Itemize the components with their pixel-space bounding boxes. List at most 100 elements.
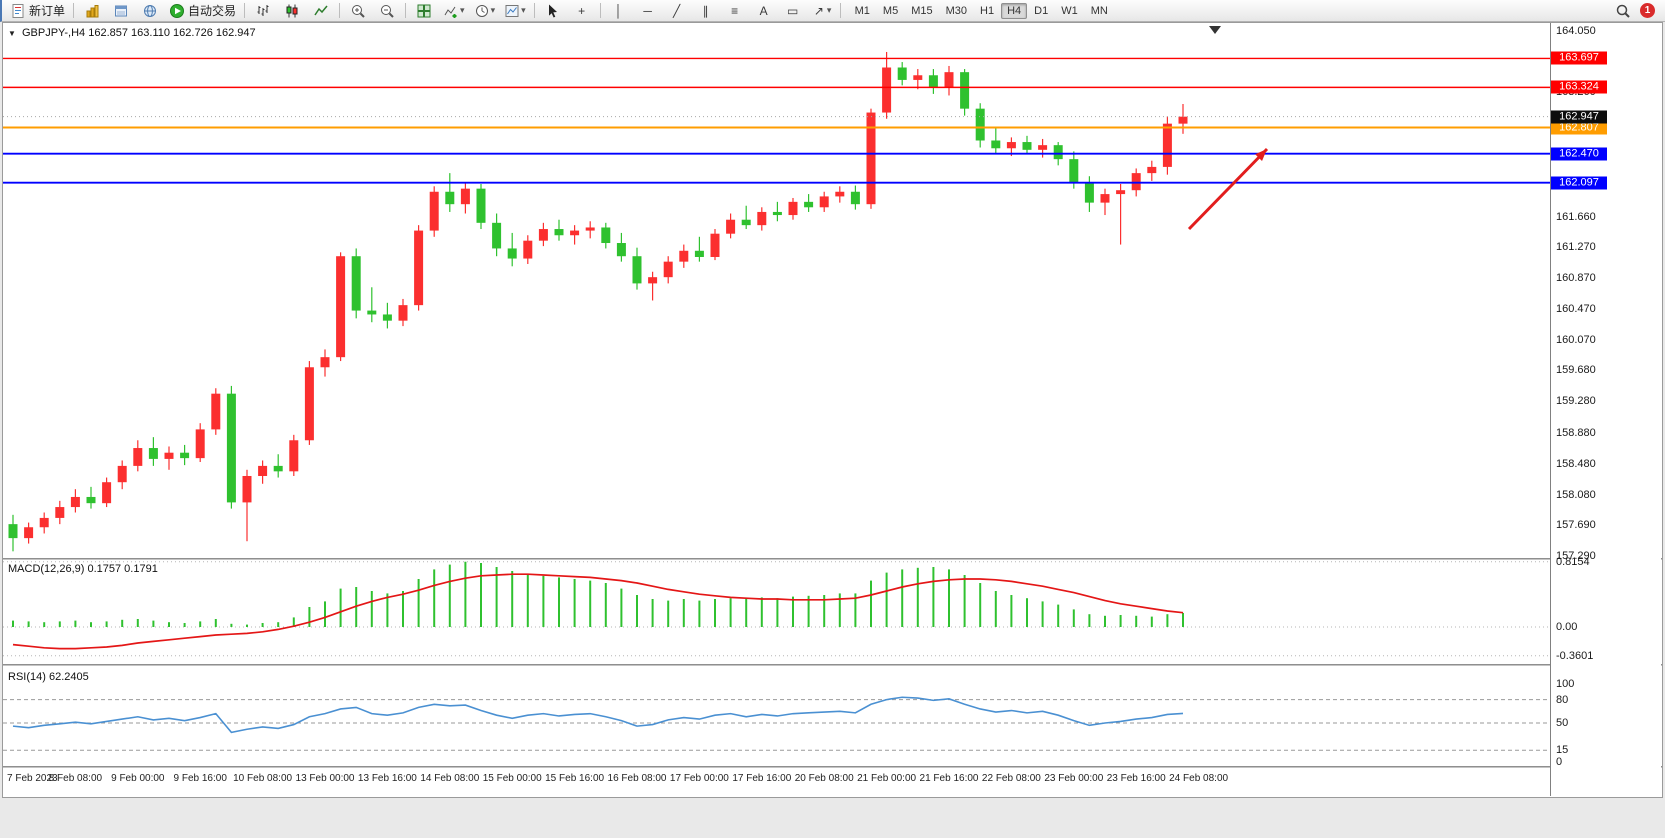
new-order-button[interactable]: 新订单 <box>6 1 69 21</box>
candle-body <box>382 314 392 321</box>
candle-body <box>304 367 314 441</box>
templates-button[interactable]: ▾ <box>500 1 530 21</box>
candle-body <box>273 465 283 472</box>
timeframe-M1[interactable]: M1 <box>854 4 870 17</box>
timeframe-M5[interactable]: M5 <box>882 4 899 17</box>
rsi-indicator-panel[interactable] <box>3 668 1550 764</box>
cursor-button[interactable] <box>539 1 567 21</box>
chart-bars-button[interactable] <box>249 1 277 21</box>
timeframe-D1[interactable]: D1 <box>1034 4 1049 17</box>
timeframe-H1[interactable]: H1 <box>980 4 995 17</box>
time-axis-label: 22 Feb 08:00 <box>981 773 1041 784</box>
bar-chart-icon <box>257 4 269 16</box>
channel-tool-button[interactable]: ∥ <box>692 1 720 21</box>
candle-body <box>741 219 751 226</box>
candle-body <box>1006 142 1016 149</box>
rsi-label: RSI(14) 62.2405 <box>8 671 89 683</box>
candle-body <box>102 482 112 504</box>
market-watch-button[interactable] <box>78 1 106 21</box>
trendline-tool-button[interactable]: ╱ <box>663 1 691 21</box>
candle-body <box>772 211 782 216</box>
fibonacci-icon: ≡ <box>731 3 739 18</box>
candle-body <box>538 229 548 241</box>
candle-body <box>351 256 361 311</box>
navigator-button[interactable] <box>136 1 164 21</box>
candle-body <box>632 256 642 284</box>
candle-body <box>1084 182 1094 203</box>
price-axis-label: 159.680 <box>1556 364 1596 377</box>
panel-separator[interactable] <box>3 664 1662 666</box>
panel-separator[interactable] <box>3 558 1662 560</box>
data-window-button[interactable] <box>107 1 135 21</box>
channel-icon: ∥ <box>702 3 709 18</box>
dropdown-icon: ▾ <box>826 5 832 15</box>
auto-trading-button[interactable]: 自动交易 <box>165 1 240 21</box>
line-chart-icon <box>314 5 328 15</box>
scroll-to-end-marker[interactable] <box>1209 26 1221 34</box>
time-axis-label: 23 Feb 00:00 <box>1044 773 1104 784</box>
chart-ohlc-values: 162.857 163.110 162.726 162.947 <box>88 27 256 39</box>
price-axis[interactable]: 164.050163.660163.260162.860162.470162.0… <box>1550 23 1661 796</box>
price-axis-label: 158.880 <box>1556 426 1596 439</box>
price-axis-label: 160.070 <box>1556 334 1596 347</box>
macd-axis-label: 0.00 <box>1556 621 1578 633</box>
notification-badge[interactable]: 1 <box>1640 3 1655 18</box>
timeframe-MN[interactable]: MN <box>1090 4 1108 17</box>
macd-axis-label: -0.3601 <box>1556 649 1594 662</box>
candle-body <box>523 240 533 259</box>
search-button[interactable] <box>1609 1 1637 21</box>
trend-arrow-annotation[interactable] <box>1187 147 1269 231</box>
candle-body <box>195 429 205 459</box>
price-axis-label: 164.050 <box>1556 25 1596 37</box>
candle-body <box>554 229 564 236</box>
candle-body <box>882 67 892 113</box>
time-axis-label: 17 Feb 00:00 <box>669 773 729 784</box>
timeframe-M15[interactable]: M15 <box>911 4 933 17</box>
candle-body <box>39 517 49 528</box>
chart-candles-button[interactable] <box>278 1 306 21</box>
text-tool-button[interactable]: A <box>750 1 778 21</box>
time-axis-label: 21 Feb 16:00 <box>919 773 979 784</box>
vertical-line-tool-button[interactable]: │ <box>605 1 633 21</box>
candle-body <box>1069 159 1079 183</box>
candle-body <box>1178 116 1188 124</box>
time-axis[interactable]: 7 Feb 2023 8 Feb 08:00 9 Feb 00:00 9 Feb 16… <box>3 768 1550 794</box>
candle-body <box>429 191 439 231</box>
arrows-tool-button[interactable]: ↗ ▾ <box>808 1 836 21</box>
candle-body <box>648 277 658 284</box>
chart-symbol-period: GBPJPY-,H4 <box>21 27 86 39</box>
dropdown-icon: ▾ <box>521 5 526 15</box>
macd-signal-line <box>12 573 1184 650</box>
candle-body <box>148 448 158 459</box>
candle-body <box>445 191 455 205</box>
main-price-chart[interactable] <box>3 23 1550 556</box>
separator <box>599 3 601 18</box>
candle-body <box>180 452 190 459</box>
timeframe-M30[interactable]: M30 <box>945 4 967 17</box>
crosshair-icon: + <box>578 3 586 18</box>
tile-windows-button[interactable] <box>410 1 438 21</box>
new-order-label: 新订单 <box>29 4 66 18</box>
price-axis-label: 158.480 <box>1556 457 1596 470</box>
fibonacci-tool-button[interactable]: ≡ <box>721 1 749 21</box>
toolbar: 新订单 自动交易 <box>0 0 1665 22</box>
periods-button[interactable]: ▾ <box>470 1 500 21</box>
timeframe-H4[interactable]: H4 <box>1001 2 1028 19</box>
separator <box>405 3 407 18</box>
price-level-badge-162.807: 162.807 <box>1551 121 1607 135</box>
candle-body <box>226 393 236 503</box>
horizontal-line-tool-button[interactable]: ─ <box>634 1 662 21</box>
chart-collapse-icon[interactable]: ▼ <box>8 29 16 38</box>
dropdown-icon: ▾ <box>490 5 496 15</box>
label-tool-button[interactable]: ▭ <box>779 1 807 21</box>
zoom-in-button[interactable] <box>344 1 372 21</box>
chart-line-button[interactable] <box>307 1 335 21</box>
timeframe-W1[interactable]: W1 <box>1061 4 1078 17</box>
zoom-out-button[interactable] <box>373 1 401 21</box>
price-level-badge-163.697: 163.697 <box>1551 51 1607 65</box>
macd-indicator-panel[interactable] <box>3 560 1550 662</box>
indicators-button[interactable]: ▾ <box>439 1 469 21</box>
crosshair-button[interactable]: + <box>568 1 596 21</box>
candle-body <box>1116 190 1126 195</box>
candlestick-chart-icon <box>286 4 298 17</box>
